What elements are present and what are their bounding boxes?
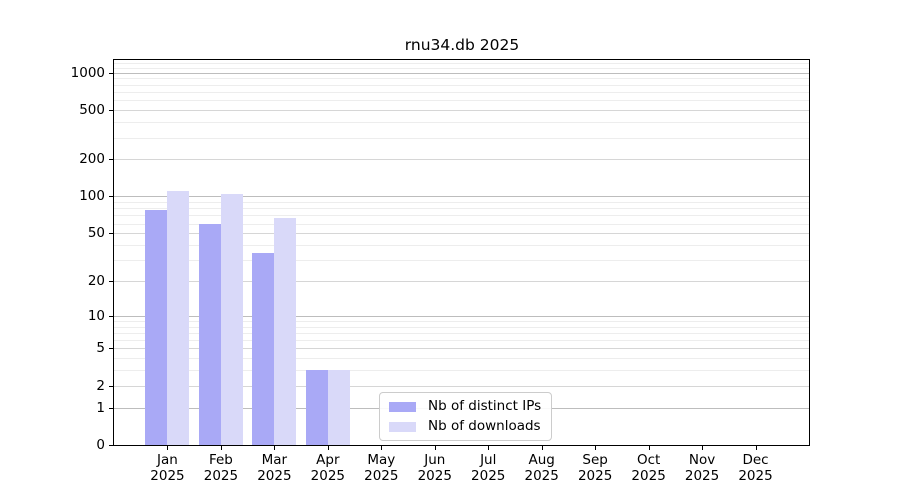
y-tick-mark	[109, 110, 113, 112]
x-tick-mark	[220, 446, 222, 450]
x-tick-mark	[702, 446, 704, 450]
gridline-major	[114, 348, 809, 350]
legend-item-distinct-ips: Nb of distinct IPs	[389, 399, 541, 414]
gridline-major	[114, 110, 809, 112]
y-tick-mark	[109, 159, 113, 161]
bar-nb-of-distinct-ips-mar	[252, 253, 275, 445]
x-tick-mark	[327, 446, 329, 450]
x-tick-mark	[381, 446, 383, 450]
plot-area: Nb of distinct IPs Nb of downloads	[113, 59, 810, 446]
gridline-minor	[114, 223, 809, 225]
x-axis-tick-label-nov: Nov 2025	[684, 452, 720, 484]
gridline-minor	[114, 62, 809, 64]
x-tick-mark	[167, 446, 169, 450]
gridline-minor	[114, 244, 809, 246]
gridline-minor	[114, 326, 809, 328]
gridline-minor	[114, 340, 809, 342]
gridline-minor	[114, 100, 809, 102]
x-tick-mark	[595, 446, 597, 450]
y-axis-tick-label: 10	[87, 307, 105, 324]
y-axis-tick-label: 20	[87, 272, 105, 289]
y-axis-tick-label: 2	[96, 377, 105, 394]
y-tick-mark	[109, 72, 113, 74]
gridline-major	[114, 385, 809, 387]
gridline-minor	[114, 84, 809, 86]
legend-swatch-distinct-ips-icon	[389, 401, 416, 412]
x-tick-mark	[755, 446, 757, 450]
y-axis-tick-label: 5	[96, 340, 105, 357]
x-tick-mark	[434, 446, 436, 450]
gridline-minor	[114, 358, 809, 360]
x-axis-tick-label-aug: Aug 2025	[524, 452, 559, 484]
x-tick-mark	[274, 446, 276, 450]
y-tick-mark	[109, 348, 113, 350]
y-tick-mark	[109, 407, 113, 409]
y-tick-mark	[109, 280, 113, 282]
y-axis-tick-label: 200	[79, 151, 105, 168]
gridline-minor	[114, 370, 809, 372]
legend-label-downloads: Nb of downloads	[428, 418, 541, 434]
y-tick-mark	[109, 233, 113, 235]
y-tick-mark	[109, 196, 113, 198]
bar-nb-of-downloads-feb	[220, 194, 243, 445]
gridline-minor	[114, 320, 809, 322]
gridline-minor	[114, 332, 809, 334]
gridline-minor	[114, 137, 809, 139]
gridline-minor	[114, 259, 809, 261]
y-tick-mark	[109, 385, 113, 387]
y-axis-tick-label: 1	[96, 399, 105, 416]
legend-label-distinct-ips: Nb of distinct IPs	[428, 398, 542, 414]
x-axis-tick-label-jan: Jan 2025	[150, 452, 185, 484]
y-axis-tick-label: 1000	[70, 64, 105, 81]
gridline-minor	[114, 201, 809, 203]
x-axis-tick-label-jul: Jul 2025	[471, 452, 506, 484]
gridline-minor	[114, 78, 809, 80]
x-tick-mark	[541, 446, 543, 450]
bar-nb-of-downloads-jan	[167, 190, 190, 445]
gridline-major	[114, 233, 809, 235]
x-axis-tick-label-oct: Oct 2025	[631, 452, 666, 484]
legend-swatch-downloads-icon	[389, 421, 416, 432]
y-axis-tick-label: 0	[96, 437, 105, 453]
x-axis-tick-label-may: May 2025	[364, 452, 399, 484]
x-tick-mark	[488, 446, 490, 450]
bar-nb-of-distinct-ips-apr	[305, 370, 328, 445]
x-axis-tick-label-feb: Feb 2025	[203, 452, 239, 484]
y-axis-tick-label: 100	[79, 188, 105, 205]
x-axis-tick-label-jun: Jun 2025	[417, 452, 452, 484]
gridline-minor	[114, 91, 809, 93]
x-axis-tick-label-apr: Apr 2025	[310, 452, 346, 484]
x-axis-tick-label-sep: Sep 2025	[577, 452, 613, 484]
bar-nb-of-distinct-ips-jan	[145, 209, 168, 445]
x-axis-tick-label-dec: Dec 2025	[738, 452, 773, 484]
legend-item-downloads: Nb of downloads	[389, 419, 541, 434]
gridline-minor	[114, 208, 809, 210]
gridline-decade	[114, 72, 809, 74]
gridline-decade	[114, 196, 809, 198]
y-tick-mark	[109, 445, 113, 446]
gridline-major	[114, 280, 809, 282]
y-axis-tick-label: 50	[87, 225, 105, 242]
y-axis-tick-label: 500	[79, 102, 105, 119]
gridline-minor	[114, 67, 809, 69]
gridline-major	[114, 159, 809, 161]
x-axis-tick-label-mar: Mar 2025	[257, 452, 292, 484]
legend: Nb of distinct IPs Nb of downloads	[379, 392, 553, 441]
chart-title: rnu34.db 2025	[404, 36, 520, 54]
bar-nb-of-downloads-mar	[274, 217, 297, 445]
gridline-minor	[114, 122, 809, 124]
gridline-minor	[114, 215, 809, 217]
bar-nb-of-downloads-apr	[327, 370, 350, 445]
y-tick-mark	[109, 315, 113, 317]
gridline-decade	[114, 315, 809, 317]
x-tick-mark	[648, 446, 650, 450]
bar-nb-of-distinct-ips-feb	[198, 223, 221, 445]
